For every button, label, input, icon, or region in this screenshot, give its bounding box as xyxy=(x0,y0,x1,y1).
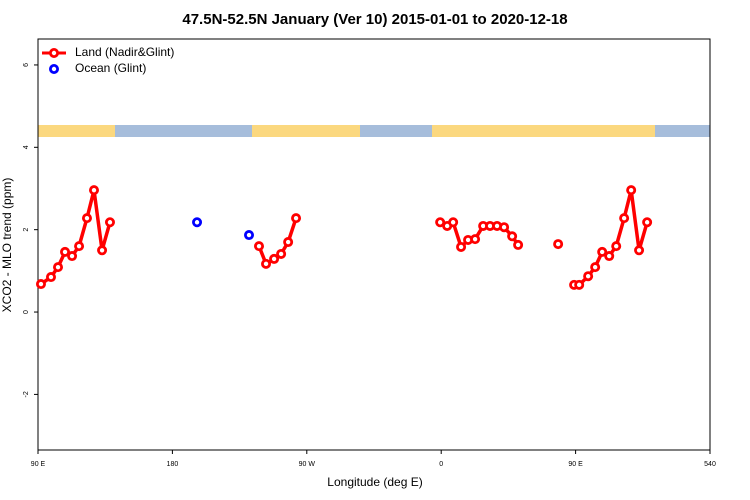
data-point xyxy=(35,279,46,290)
data-point xyxy=(45,272,56,283)
data-point xyxy=(626,185,637,196)
y-axis-label: XCO2 - MLO trend (ppm) xyxy=(0,178,14,313)
data-point xyxy=(283,237,294,248)
data-point xyxy=(435,217,446,228)
data-point xyxy=(60,246,71,257)
data-point xyxy=(74,241,85,252)
data-point xyxy=(470,234,481,245)
data-point xyxy=(192,217,203,228)
data-point xyxy=(89,185,100,196)
y-tick-label: 4 xyxy=(23,145,30,149)
legend-label: Land (Nadir&Glint) xyxy=(75,45,174,59)
data-point xyxy=(574,279,585,290)
x-tick-label: 90 E xyxy=(31,461,46,468)
legend-marker xyxy=(49,48,60,59)
data-point xyxy=(67,251,78,262)
y-tick-label: -2 xyxy=(23,391,30,397)
data-point xyxy=(513,239,524,250)
land-ocean-strip xyxy=(38,125,710,137)
data-point xyxy=(276,248,287,259)
plot-frame xyxy=(37,38,711,451)
series-line xyxy=(39,188,649,287)
data-point xyxy=(634,245,645,256)
legend-marker xyxy=(49,64,60,75)
data-point xyxy=(604,251,615,262)
data-point xyxy=(611,241,622,252)
data-point xyxy=(499,222,510,233)
data-point xyxy=(583,271,594,282)
data-point xyxy=(254,241,265,252)
x-tick-label: 180 xyxy=(167,461,179,468)
data-point xyxy=(261,258,272,269)
x-axis-label: Longitude (deg E) xyxy=(327,475,422,489)
x-tick-label: 90 E xyxy=(568,461,583,468)
y-tick-label: 2 xyxy=(23,228,30,232)
data-point xyxy=(97,245,108,256)
x-tick-label: 0 xyxy=(439,461,443,468)
data-point xyxy=(104,217,115,228)
data-point xyxy=(642,217,653,228)
data-point xyxy=(553,239,564,250)
data-point xyxy=(590,262,601,273)
data-point xyxy=(269,253,280,264)
data-point xyxy=(244,230,255,241)
data-point xyxy=(81,213,92,224)
y-tick-label: 6 xyxy=(23,63,30,67)
x-tick-label: 90 W xyxy=(299,461,316,468)
data-point xyxy=(53,262,64,273)
data-point xyxy=(448,217,459,228)
x-tick-label: 540 xyxy=(704,461,716,468)
data-point xyxy=(597,246,608,257)
y-tick-label: 0 xyxy=(23,310,30,314)
data-point xyxy=(619,213,630,224)
chart-title: 47.5N-52.5N January (Ver 10) 2015-01-01 … xyxy=(182,11,567,28)
data-point xyxy=(456,241,467,252)
legend-label: Ocean (Glint) xyxy=(75,61,146,75)
data-point xyxy=(291,213,302,224)
data-point xyxy=(507,231,518,242)
